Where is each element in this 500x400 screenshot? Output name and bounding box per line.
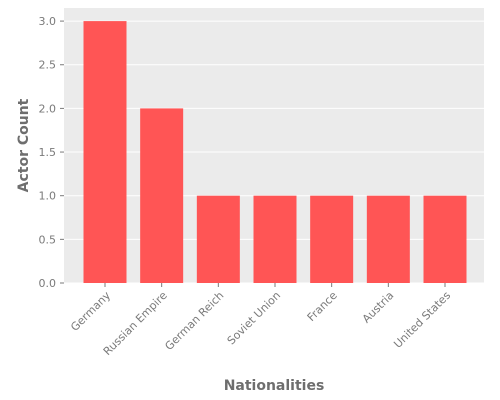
x-tick-label: Austria — [360, 289, 397, 326]
y-tick-label: 2.5 — [39, 59, 57, 72]
bar-austria — [366, 195, 410, 283]
y-tick-label: 0.0 — [39, 277, 57, 290]
y-tick-label: 3.0 — [39, 15, 57, 28]
bars — [83, 21, 467, 284]
y-tick-label: 0.5 — [39, 233, 57, 246]
x-axis-title: Nationalities — [224, 378, 325, 394]
bar-soviet-union — [253, 195, 297, 283]
bar-france — [310, 195, 354, 283]
x-tick-label: Germany — [68, 289, 113, 334]
y-axis-ticks: 0.0 0.5 1.0 1.5 2.0 2.5 3.0 — [39, 15, 64, 290]
y-tick-label: 1.5 — [39, 146, 57, 159]
bar-united-states — [423, 195, 467, 283]
y-axis-title: Actor Count — [16, 98, 32, 192]
x-tick-label: German Reich — [162, 289, 226, 353]
x-tick-label: France — [305, 289, 340, 324]
y-tick-label: 1.0 — [39, 190, 57, 203]
x-tick-label: Soviet Union — [225, 289, 283, 347]
bar-russian-empire — [140, 108, 184, 284]
y-tick-label: 2.0 — [39, 102, 57, 115]
bar-german-reich — [196, 195, 240, 283]
bar-germany — [83, 21, 127, 283]
x-tick-label: United States — [391, 289, 453, 351]
